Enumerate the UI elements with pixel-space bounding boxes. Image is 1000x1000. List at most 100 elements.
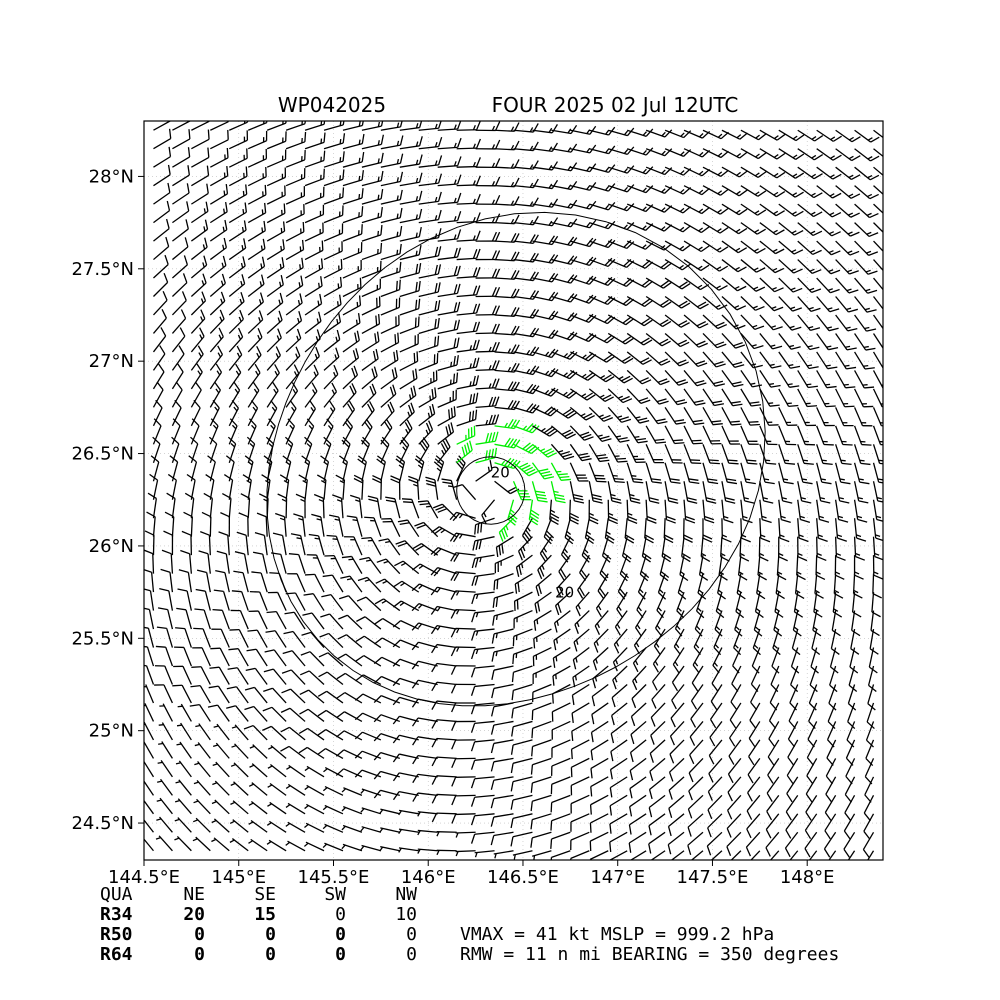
wind-barb [778, 499, 791, 524]
wind-barb [668, 794, 685, 818]
wind-barb [588, 481, 603, 504]
wind-barb [152, 345, 166, 371]
wind-barb [740, 166, 767, 178]
wind-barb [451, 776, 476, 787]
wind-barb [607, 388, 633, 404]
wind-barb [551, 350, 578, 360]
y-tick-label: 28°N [89, 166, 134, 187]
wind-barb [551, 720, 571, 740]
wind-barb [797, 277, 822, 294]
wind-barb [475, 341, 500, 353]
wind-barb [336, 692, 363, 704]
wind-barb [864, 758, 875, 785]
wind-barb [778, 185, 804, 198]
wind-barb [768, 702, 780, 729]
wind-barb [645, 388, 669, 405]
wind-barb [569, 481, 585, 504]
wind-barb [171, 273, 188, 297]
wind-barb [344, 536, 363, 556]
wind-barb [814, 573, 824, 599]
wind-barb [532, 348, 559, 359]
wind-barb [364, 516, 382, 537]
wind-barb [645, 148, 673, 157]
wind-barb [778, 314, 802, 331]
wind-barb [633, 628, 647, 655]
wind-barb [721, 222, 748, 235]
wind-barb [456, 440, 473, 464]
wind-barb [228, 202, 248, 224]
wind-barb [872, 555, 883, 580]
wind-barb [702, 444, 720, 465]
wind-barb [645, 258, 672, 270]
wind-barb [190, 436, 199, 463]
wind-barb [649, 739, 666, 763]
wind-barb [285, 186, 306, 205]
wind-barb [828, 684, 837, 711]
wind-barb [304, 765, 325, 778]
wind-barb [854, 351, 875, 370]
wind-barb [361, 401, 375, 427]
wind-barb [551, 739, 571, 758]
wind-barb [645, 499, 657, 524]
wind-barb [380, 153, 404, 168]
wind-barb [740, 296, 765, 311]
wind-barb [778, 536, 788, 562]
wind-barb [450, 627, 476, 638]
wind-barb [397, 519, 420, 538]
wind-barb [417, 848, 438, 854]
wind-barb [304, 293, 323, 316]
wind-barb [144, 645, 155, 667]
wind-barb [153, 272, 169, 297]
wind-barb [303, 593, 325, 611]
wind-barb [172, 201, 190, 224]
wind-barb [234, 551, 249, 574]
wind-barb [360, 807, 382, 815]
wind-barb [437, 301, 461, 316]
wind-barb [318, 652, 344, 667]
wind-barb [816, 481, 831, 504]
wind-barb [266, 382, 279, 408]
wind-barb [532, 142, 558, 153]
wind-barb [247, 310, 264, 334]
wind-barb [854, 222, 879, 238]
wind-barb [144, 799, 155, 815]
wind-barb [752, 628, 761, 656]
wind-barb [794, 573, 805, 600]
wind-barb [652, 647, 666, 673]
wind-barb [475, 158, 501, 169]
wind-barb [648, 813, 666, 836]
wind-barb [156, 626, 174, 648]
wind-barb [342, 330, 360, 353]
wind-barb [645, 351, 671, 366]
wind-barb [285, 257, 304, 279]
wind-barb [320, 613, 344, 630]
wind-barb [628, 813, 647, 835]
wind-barb [342, 170, 365, 187]
wind-barb [845, 739, 856, 766]
wind-barb [228, 327, 244, 353]
wind-barb [510, 813, 533, 829]
wind-barb [740, 203, 767, 216]
wind-barb [191, 165, 210, 187]
wind-barb [412, 736, 438, 746]
wind-barb [249, 590, 268, 611]
wind-barb [595, 591, 609, 618]
wind-barb [267, 801, 287, 815]
wind-barb [380, 243, 402, 261]
wind-barb [431, 643, 457, 654]
wind-barb [285, 168, 306, 187]
wind-barb [304, 204, 325, 224]
wind-barb [702, 388, 724, 407]
wind-barb [436, 831, 457, 837]
wind-barb [844, 795, 856, 822]
wind-barb [229, 628, 249, 648]
wind-barbs [144, 121, 883, 860]
wind-barb [702, 314, 728, 330]
wind-barb [354, 693, 382, 704]
wind-barb [161, 549, 174, 574]
wind-barb [824, 813, 837, 840]
wind-barb [230, 762, 249, 778]
wind-barb [589, 276, 616, 287]
wind-barb [854, 296, 877, 313]
wind-barb [192, 836, 211, 852]
